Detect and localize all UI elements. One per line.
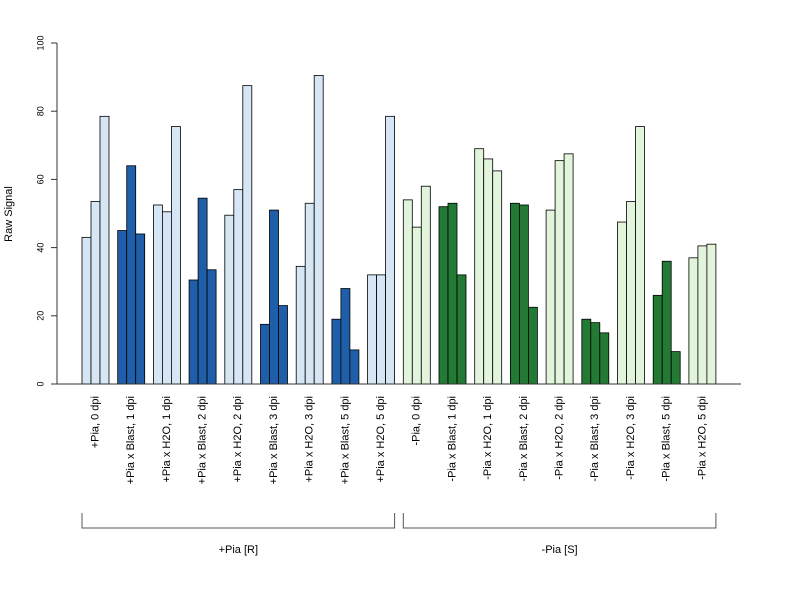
y-axis: 0 20 40 60 80 100 xyxy=(35,35,58,387)
bar xyxy=(161,211,172,385)
bar xyxy=(626,201,636,385)
bars xyxy=(81,74,717,385)
category-label: +Pia x Blast, 5 dpi xyxy=(339,396,351,484)
bar xyxy=(509,202,520,385)
category-label: +Pia x Blast, 3 dpi xyxy=(268,396,280,484)
bar xyxy=(661,260,672,385)
bar xyxy=(81,236,92,385)
bar xyxy=(269,209,279,385)
y-tick-label: 20 xyxy=(35,311,45,321)
bar xyxy=(90,201,101,385)
category-label: -Pia x Blast, 3 dpi xyxy=(589,396,601,482)
category-label: +Pia, 0 dpi xyxy=(89,396,101,448)
bar xyxy=(554,160,565,385)
group-brackets: +Pia [R] -Pia [S] xyxy=(81,513,717,556)
bar xyxy=(349,349,360,385)
group-bracket xyxy=(402,513,717,529)
bar xyxy=(135,233,146,385)
bar xyxy=(411,226,422,385)
category-label: -Pia, 0 dpi xyxy=(411,396,423,446)
category-labels: +Pia, 0 dpi +Pia x Blast, 1 dpi +Pia x H2O… xyxy=(89,396,708,484)
category-label: -Pia x H2O, 2 dpi xyxy=(554,396,566,480)
y-tick-label: 0 xyxy=(35,381,45,386)
category-label: +Pia x Blast, 2 dpi xyxy=(197,396,209,484)
bar xyxy=(99,115,110,385)
category-label: -Pia x H2O, 3 dpi xyxy=(625,396,637,480)
group-bracket xyxy=(81,513,396,529)
bar xyxy=(670,351,681,385)
bar xyxy=(340,288,351,385)
bar xyxy=(590,322,601,385)
bar xyxy=(367,274,378,385)
category-label: +Pia x H2O, 3 dpi xyxy=(304,396,316,483)
category-label: -Pia x H2O, 1 dpi xyxy=(482,396,494,480)
bar xyxy=(617,221,627,385)
category-label: +Pia x H2O, 5 dpi xyxy=(375,396,387,483)
bar xyxy=(635,126,645,385)
bar xyxy=(242,85,253,385)
bar xyxy=(545,209,556,385)
bar xyxy=(492,170,503,385)
bar xyxy=(206,269,217,385)
category-label: +Pia x H2O, 2 dpi xyxy=(232,396,244,483)
bar xyxy=(420,185,431,385)
bar xyxy=(224,214,235,385)
bar xyxy=(438,206,449,385)
bar xyxy=(483,158,494,385)
category-label: -Pia x Blast, 2 dpi xyxy=(518,396,530,482)
category-label: +Pia x H2O, 1 dpi xyxy=(161,396,173,483)
bar xyxy=(402,199,413,385)
group-label: +Pia [R] xyxy=(219,544,258,556)
bar xyxy=(519,204,529,385)
bar xyxy=(474,148,485,385)
bar xyxy=(278,305,288,385)
bar xyxy=(697,245,708,385)
category-label: -Pia x H2O, 5 dpi xyxy=(696,396,708,480)
bar xyxy=(385,115,396,385)
bar xyxy=(304,202,315,385)
bar xyxy=(376,274,387,385)
bar xyxy=(331,318,342,385)
bar xyxy=(581,318,592,385)
bar xyxy=(652,294,663,385)
bar xyxy=(260,323,270,385)
y-axis-label: Raw Signal xyxy=(3,186,15,242)
bar xyxy=(170,126,181,385)
bar xyxy=(295,265,306,385)
bar xyxy=(563,153,574,385)
bar xyxy=(688,257,699,385)
y-tick-label: 100 xyxy=(35,35,45,50)
bar xyxy=(197,197,208,385)
bar xyxy=(313,74,324,385)
category-label: -Pia x Blast, 5 dpi xyxy=(661,396,673,482)
category-label: +Pia x Blast, 1 dpi xyxy=(125,396,137,484)
y-tick-label: 80 xyxy=(35,106,45,116)
category-label: -Pia x Blast, 1 dpi xyxy=(446,396,458,482)
group-label: -Pia [S] xyxy=(542,544,578,556)
bar xyxy=(447,202,458,385)
bar xyxy=(117,230,128,385)
y-tick-label: 40 xyxy=(35,243,45,253)
bar xyxy=(126,165,137,385)
bar xyxy=(152,204,163,385)
bar xyxy=(233,189,244,385)
y-tick-label: 60 xyxy=(35,174,45,184)
bar xyxy=(599,332,610,385)
bar xyxy=(456,274,467,385)
bar xyxy=(528,306,538,385)
bar xyxy=(188,279,199,385)
bar xyxy=(706,243,717,385)
